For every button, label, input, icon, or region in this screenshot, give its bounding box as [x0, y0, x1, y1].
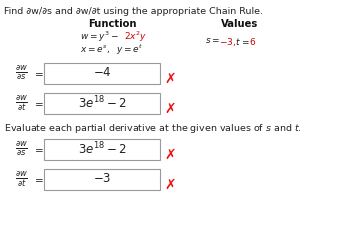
Text: $\frac{\partial w}{\partial s}$: $\frac{\partial w}{\partial s}$: [15, 140, 28, 158]
FancyBboxPatch shape: [43, 62, 160, 83]
Text: $3e^{18} - 2$: $3e^{18} - 2$: [78, 95, 126, 111]
Text: $=$: $=$: [32, 174, 44, 184]
Text: ✗: ✗: [164, 148, 176, 162]
Text: $=$: $=$: [32, 98, 44, 108]
Text: $2x^2y$: $2x^2y$: [124, 30, 147, 45]
Text: $\frac{\partial w}{\partial s}$: $\frac{\partial w}{\partial s}$: [15, 64, 28, 82]
Text: $s = $: $s = $: [205, 36, 220, 45]
Text: $=$: $=$: [32, 68, 44, 78]
Text: $=$: $=$: [32, 144, 44, 154]
Text: ✗: ✗: [164, 178, 176, 192]
Text: Values: Values: [221, 19, 259, 29]
Text: Find ∂w/∂s and ∂w/∂t using the appropriate Chain Rule.: Find ∂w/∂s and ∂w/∂t using the appropria…: [4, 7, 263, 16]
FancyBboxPatch shape: [43, 138, 160, 160]
Text: Function: Function: [88, 19, 136, 29]
Text: $\frac{\partial w}{\partial t}$: $\frac{\partial w}{\partial t}$: [15, 93, 28, 113]
Text: $\frac{\partial w}{\partial t}$: $\frac{\partial w}{\partial t}$: [15, 169, 28, 189]
Text: $-4$: $-4$: [93, 66, 111, 79]
Text: $-3$: $-3$: [93, 172, 111, 185]
Text: $3e^{18} - 2$: $3e^{18} - 2$: [78, 141, 126, 157]
Text: ✗: ✗: [164, 72, 176, 86]
Text: ✗: ✗: [164, 102, 176, 116]
Text: $-3,$: $-3,$: [219, 36, 236, 48]
Text: $w = y^3 - $: $w = y^3 - $: [80, 30, 119, 45]
Text: Evaluate each partial derivative at the given values of $s$ and $t$.: Evaluate each partial derivative at the …: [4, 122, 302, 135]
Text: $\ t = $: $\ t = $: [233, 36, 250, 47]
FancyBboxPatch shape: [43, 93, 160, 113]
Text: $6$: $6$: [249, 36, 256, 47]
Text: $x = e^s,\ \ y = e^t$: $x = e^s,\ \ y = e^t$: [80, 43, 144, 57]
FancyBboxPatch shape: [43, 168, 160, 189]
